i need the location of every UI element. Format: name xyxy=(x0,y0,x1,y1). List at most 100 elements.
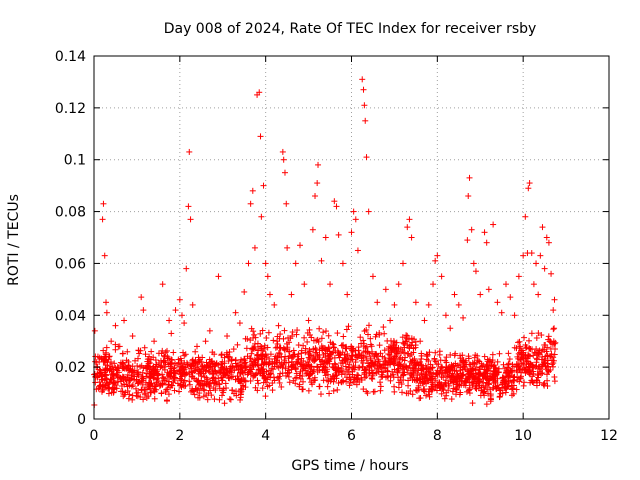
data-point xyxy=(410,349,417,356)
data-point xyxy=(180,370,187,377)
data-point xyxy=(274,354,281,361)
data-point xyxy=(381,347,388,354)
data-point xyxy=(440,374,447,381)
data-point xyxy=(343,378,350,385)
data-point xyxy=(264,376,271,383)
data-point xyxy=(347,356,354,363)
data-point xyxy=(229,363,236,370)
data-point xyxy=(178,312,185,319)
data-point xyxy=(330,378,337,385)
data-point xyxy=(472,268,479,275)
data-point xyxy=(389,368,396,375)
data-point xyxy=(264,273,271,280)
data-point xyxy=(189,301,196,308)
data-point xyxy=(445,380,452,387)
data-point xyxy=(241,288,248,295)
data-point xyxy=(502,389,509,396)
data-point xyxy=(209,365,216,372)
data-point xyxy=(481,353,488,360)
data-point xyxy=(413,377,420,384)
data-point xyxy=(278,354,285,361)
data-point xyxy=(514,353,521,360)
data-point xyxy=(266,355,273,362)
data-point xyxy=(232,356,239,363)
data-point xyxy=(515,363,522,370)
data-point xyxy=(508,386,515,393)
data-point xyxy=(192,348,199,355)
data-point xyxy=(242,359,249,366)
data-point xyxy=(443,389,450,396)
data-point xyxy=(124,348,131,355)
data-point xyxy=(327,281,334,288)
data-point xyxy=(150,354,157,361)
data-point xyxy=(405,365,412,372)
data-point xyxy=(247,200,254,207)
data-point xyxy=(489,351,496,358)
data-point xyxy=(451,378,458,385)
data-point xyxy=(159,371,166,378)
data-point xyxy=(252,357,259,364)
data-point xyxy=(219,364,226,371)
data-point xyxy=(257,343,264,350)
data-point xyxy=(550,354,557,361)
data-point xyxy=(452,350,459,357)
data-point xyxy=(469,359,476,366)
data-point xyxy=(552,346,559,353)
data-point xyxy=(171,387,178,394)
data-point xyxy=(258,213,265,220)
data-point xyxy=(511,312,518,319)
data-point xyxy=(381,361,388,368)
data-point xyxy=(242,384,249,391)
data-point xyxy=(234,341,241,348)
data-point xyxy=(459,352,466,359)
data-point xyxy=(263,334,270,341)
data-point xyxy=(492,367,499,374)
data-point xyxy=(405,336,412,343)
data-point xyxy=(359,352,366,359)
data-point xyxy=(179,363,186,370)
data-point xyxy=(442,364,449,371)
data-point xyxy=(110,379,117,386)
data-point xyxy=(305,350,312,357)
data-point xyxy=(263,379,270,386)
data-point xyxy=(404,224,411,231)
data-point xyxy=(236,320,243,327)
data-point xyxy=(344,291,351,298)
data-point xyxy=(513,367,520,374)
data-point xyxy=(151,395,158,402)
data-point xyxy=(284,370,291,377)
data-point xyxy=(212,361,219,368)
data-point xyxy=(126,391,133,398)
data-point xyxy=(453,386,460,393)
data-point xyxy=(541,265,548,272)
data-point xyxy=(387,344,394,351)
data-point xyxy=(350,208,357,215)
data-point xyxy=(234,376,241,383)
data-point xyxy=(344,351,351,358)
data-point xyxy=(460,358,467,365)
data-point xyxy=(417,338,424,345)
data-point xyxy=(181,352,188,359)
data-point xyxy=(425,357,432,364)
data-point xyxy=(319,347,326,354)
data-point xyxy=(186,148,193,155)
data-point xyxy=(276,379,283,386)
data-point xyxy=(247,377,254,384)
data-point xyxy=(504,380,511,387)
data-point xyxy=(249,371,256,378)
data-point xyxy=(298,350,305,357)
data-point xyxy=(507,294,514,301)
data-point xyxy=(196,394,203,401)
data-point xyxy=(328,350,335,357)
data-point xyxy=(254,347,261,354)
data-point xyxy=(146,366,153,373)
data-point xyxy=(481,229,488,236)
data-point xyxy=(146,353,153,360)
data-point xyxy=(417,358,424,365)
data-point xyxy=(399,334,406,341)
chart-title: Day 008 of 2024, Rate Of TEC Index for r… xyxy=(164,21,537,37)
data-point xyxy=(273,357,280,364)
data-point xyxy=(141,344,148,351)
data-point xyxy=(476,385,483,392)
data-point xyxy=(353,354,360,361)
